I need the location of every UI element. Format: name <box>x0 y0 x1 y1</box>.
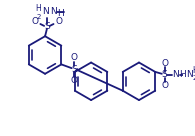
Text: S: S <box>72 65 77 74</box>
Text: N: N <box>186 70 192 79</box>
Text: N: N <box>42 7 48 16</box>
Text: H: H <box>57 9 64 18</box>
Text: S: S <box>44 22 50 31</box>
Text: N: N <box>50 7 57 16</box>
Text: O: O <box>31 17 38 26</box>
Text: O: O <box>161 81 168 90</box>
Text: O: O <box>56 17 63 26</box>
Text: H: H <box>36 4 41 13</box>
Text: O: O <box>71 76 78 85</box>
Text: O: O <box>71 53 78 62</box>
Text: H: H <box>179 70 186 79</box>
Text: S: S <box>162 70 168 79</box>
Text: 2: 2 <box>192 75 195 81</box>
Text: 2: 2 <box>36 13 41 19</box>
Text: H: H <box>192 67 195 75</box>
Text: O: O <box>161 59 168 68</box>
Text: N: N <box>173 70 179 79</box>
